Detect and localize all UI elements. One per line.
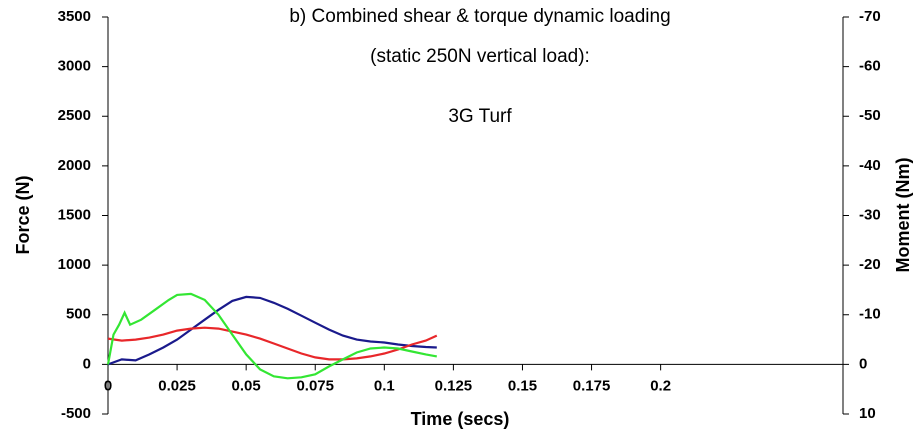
y2-tick-label: 10 bbox=[859, 405, 876, 422]
y-tick-label: 2000 bbox=[58, 157, 91, 174]
x-tick-label: 0.125 bbox=[435, 377, 473, 394]
y2-tick-label: -50 bbox=[859, 107, 881, 124]
y-tick-label: 2500 bbox=[58, 107, 91, 124]
x-tick-label: 0.1 bbox=[374, 377, 395, 394]
y-tick-label: 3000 bbox=[58, 58, 91, 75]
line-series bbox=[106, 292, 437, 380]
x-tick-label: 0.175 bbox=[573, 377, 611, 394]
x-tick-label: 0.15 bbox=[508, 377, 537, 394]
x-tick-label: 0.2 bbox=[650, 377, 671, 394]
y2-tick-label: 0 bbox=[859, 355, 867, 372]
y2-tick-label: -30 bbox=[859, 206, 881, 223]
x-tick-label: 0.025 bbox=[158, 377, 196, 394]
y2-tick-label: -10 bbox=[859, 306, 881, 323]
x-tick-label: 0.075 bbox=[296, 377, 334, 394]
y2-axis-label: Moment (Nm) bbox=[893, 158, 913, 273]
y-axis-label: Force (N) bbox=[13, 175, 33, 254]
y-tick-label: -500 bbox=[61, 405, 91, 422]
annotation: 3G Turf bbox=[448, 106, 512, 127]
x-axis-label: Time (secs) bbox=[411, 409, 510, 429]
y-tick-label: 0 bbox=[83, 355, 91, 372]
line-series bbox=[107, 295, 437, 366]
y2-tick-label: -40 bbox=[859, 157, 881, 174]
x-tick-label: 0 bbox=[104, 377, 112, 394]
x-tick-label: 0.05 bbox=[232, 377, 261, 394]
line-series bbox=[107, 326, 438, 361]
chart-title: (static 250N vertical load): bbox=[370, 46, 590, 67]
chart-title: b) Combined shear & torque dynamic loadi… bbox=[289, 6, 670, 27]
y-tick-label: 3500 bbox=[58, 8, 91, 25]
y-tick-label: 500 bbox=[66, 306, 91, 323]
y-tick-label: 1500 bbox=[58, 206, 91, 223]
y2-tick-label: -20 bbox=[859, 256, 881, 273]
y-tick-label: 1000 bbox=[58, 256, 91, 273]
y2-tick-label: -60 bbox=[859, 58, 881, 75]
y2-tick-label: -70 bbox=[859, 8, 881, 25]
